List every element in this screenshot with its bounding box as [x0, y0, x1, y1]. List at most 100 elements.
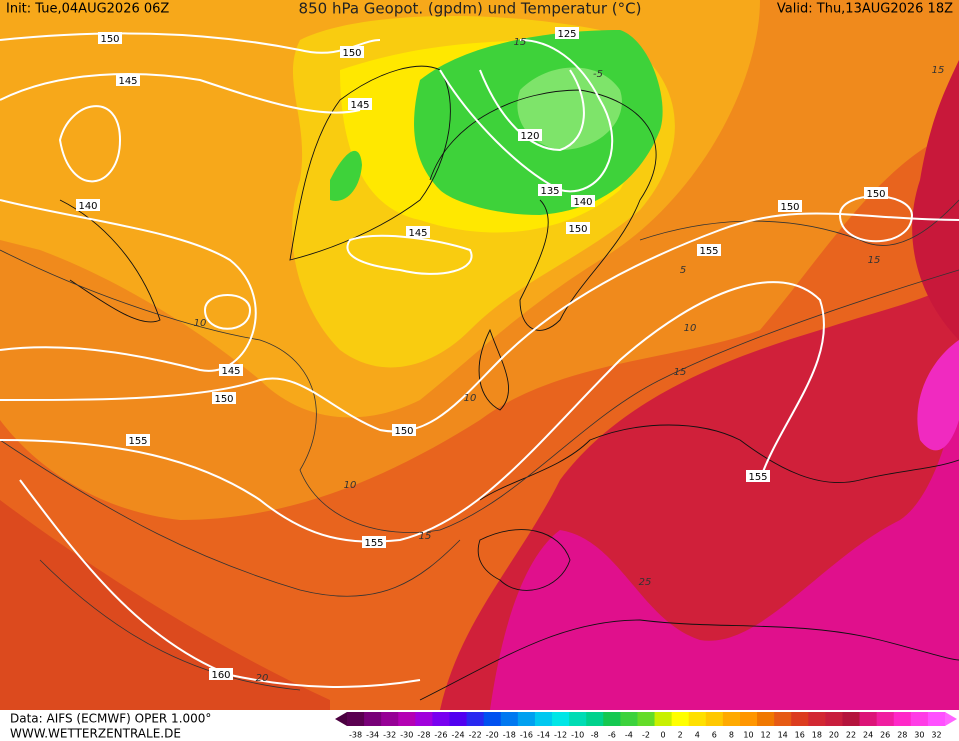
colorbar-swatch — [500, 712, 519, 726]
geopotential-label: 120 — [520, 131, 539, 142]
temperature-label: 20 — [256, 673, 269, 684]
colorbar-label: 4 — [695, 731, 700, 740]
colorbar-swatch — [842, 712, 861, 726]
colorbar-swatch — [757, 712, 775, 726]
colorbar-label: -20 — [486, 731, 499, 740]
label-box — [538, 184, 562, 196]
canada-coast — [59, 199, 161, 323]
geopotential-label: 145 — [221, 366, 240, 377]
geopotential-label: 155 — [364, 538, 383, 549]
colorbar-label: -2 — [642, 731, 650, 740]
isotherm — [39, 559, 301, 691]
geopotential-label: 145 — [408, 228, 427, 239]
colorbar-swatch — [654, 712, 673, 726]
isotherm — [639, 199, 959, 246]
colorbar-label: 30 — [914, 731, 924, 740]
colorbar-label: 22 — [846, 731, 856, 740]
isohypse — [838, 195, 914, 243]
colorbar-swatch — [432, 712, 451, 726]
geopotential-label: 155 — [748, 472, 767, 483]
colorbar-label: -10 — [571, 731, 584, 740]
colorbar-swatch — [347, 712, 365, 726]
data-source: Data: AIFS (ECMWF) OPER 1.000° — [10, 712, 211, 726]
isotherm — [0, 439, 461, 597]
geopotential-label: 150 — [394, 426, 413, 437]
label-box — [219, 364, 243, 376]
footer: Data: AIFS (ECMWF) OPER 1.000° WWW.WETTE… — [10, 712, 957, 741]
colorbar-swatch — [876, 712, 895, 726]
label-box — [518, 129, 542, 141]
geopotential-label: 150 — [568, 224, 587, 235]
temperature-label: 10 — [194, 318, 207, 329]
colorbar-arrow — [335, 712, 347, 726]
colorbar-label: 8 — [729, 731, 734, 740]
colorbar-swatch — [859, 712, 878, 726]
colorbar-label: -12 — [554, 731, 567, 740]
colorbar-label: -38 — [349, 731, 362, 740]
iberia-coast — [477, 529, 571, 591]
label-box — [126, 434, 150, 446]
map-title: 850 hPa Geopot. (gpdm) und Temperatur (°… — [299, 0, 642, 18]
colorbar-label: 10 — [743, 731, 753, 740]
colorbar-label: 26 — [880, 731, 890, 740]
geopotential-label: 140 — [78, 201, 97, 212]
colorbar: -38 -34 -32 -30 -28 -26 -24 -22 -20 -18 -16 -14 -12-… — [335, 712, 957, 740]
colorbar-swatch — [398, 712, 416, 726]
colorbar-label: -4 — [625, 731, 633, 740]
temperature-label: 15 — [932, 65, 945, 76]
temperature-label: 10 — [344, 480, 357, 491]
label-box — [571, 195, 595, 207]
isohypse — [0, 199, 257, 372]
europe-coast — [479, 424, 959, 501]
temperature-label: 15 — [868, 255, 881, 266]
colorbar-label: -16 — [520, 731, 533, 740]
temperature-label: 15 — [514, 37, 527, 48]
britain-coast — [478, 328, 509, 411]
colorbar-label: 24 — [863, 731, 873, 740]
colorbar-swatch — [791, 712, 809, 726]
colorbar-swatch — [603, 712, 621, 726]
colorbar-label: 20 — [829, 731, 839, 740]
colorbar-swatch — [483, 712, 502, 726]
warm-zone-sw — [0, 500, 330, 710]
colorbar-label: -18 — [503, 731, 516, 740]
colorbar-swatch — [688, 712, 707, 726]
colorbar-swatch — [739, 712, 758, 726]
label-box — [340, 46, 364, 58]
label-box — [566, 222, 590, 234]
isohypse — [58, 105, 122, 183]
colorbar-swatch — [449, 712, 468, 726]
label-box — [406, 226, 430, 238]
geopotential-label: 125 — [557, 29, 576, 40]
colorbar-label: -28 — [417, 731, 430, 740]
label-box — [362, 536, 386, 548]
label-box — [98, 32, 122, 44]
colorbar-label: -30 — [400, 731, 413, 740]
colorbar-swatch — [466, 712, 485, 726]
isohypse — [203, 294, 252, 330]
colorbar-label: 16 — [795, 731, 805, 740]
colorbar-label: 18 — [812, 731, 822, 740]
isohypse — [0, 212, 959, 433]
geopotential-label: 155 — [699, 246, 718, 257]
colorbar-swatch — [893, 712, 912, 726]
extreme-zone — [917, 340, 959, 451]
temperature-label: 10 — [684, 323, 697, 334]
geopotential-label: 160 — [211, 670, 230, 681]
geopotential-label: 140 — [573, 197, 592, 208]
valid-time: Valid: Thu,13AUG2026 18Z — [777, 2, 953, 17]
geopotential-label: 150 — [342, 48, 361, 59]
geopotential-label: 150 — [214, 394, 233, 405]
isohypse — [0, 281, 826, 543]
colorbar-label: -8 — [591, 731, 599, 740]
colorbar-label: 0 — [661, 731, 666, 740]
colorbar-swatch — [364, 712, 382, 726]
colorbar-swatch — [552, 712, 570, 726]
colorbar-swatch — [722, 712, 741, 726]
colorbar-label: 28 — [897, 731, 907, 740]
colorbar-swatch — [910, 712, 929, 726]
colorbar-label: -22 — [469, 731, 482, 740]
init-time: Init: Tue,04AUG2026 06Z — [6, 2, 169, 17]
